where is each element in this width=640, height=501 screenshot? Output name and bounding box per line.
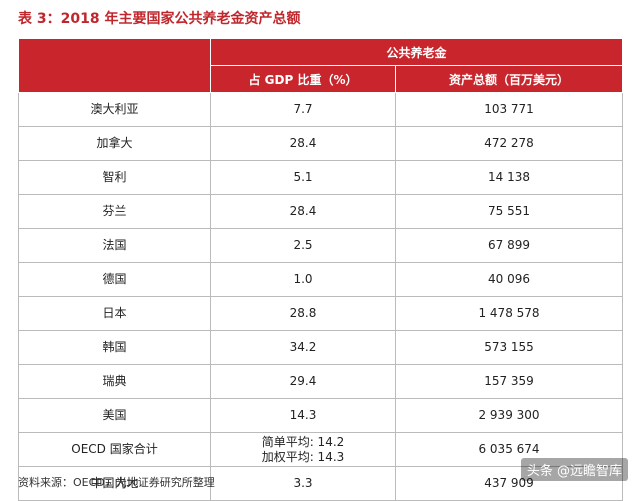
cell: 7.7 xyxy=(210,92,396,127)
cell: 简单平均: 14.2 加权平均: 14.3 xyxy=(210,432,396,467)
cell: 6 035 674 xyxy=(394,432,624,467)
cell: 韩国 xyxy=(18,330,211,365)
cell: 2.5 xyxy=(210,228,396,263)
cell: 14.3 xyxy=(210,398,396,433)
cell: 智利 xyxy=(18,160,211,195)
group-header: 公共养老金 xyxy=(209,38,624,66)
cell: 5.1 xyxy=(210,160,396,195)
corner xyxy=(18,38,211,93)
cell: 1 478 578 xyxy=(394,296,624,331)
row: 加拿大 28.4 472 278 xyxy=(18,126,624,161)
cell: 德国 xyxy=(18,262,211,297)
cell-line: 加权平均: 14.3 xyxy=(261,449,345,464)
row: 美国 14.3 2 939 300 xyxy=(18,398,624,433)
cell: 加拿大 xyxy=(18,126,211,161)
cell: 2 939 300 xyxy=(394,398,624,433)
cell-line: 简单平均: 14.2 xyxy=(261,434,345,449)
cell: 40 096 xyxy=(394,262,624,297)
cell: 瑞典 xyxy=(18,364,211,399)
cell: OECD 国家合计 xyxy=(18,432,211,467)
cell: 28.8 xyxy=(210,296,396,331)
row: 澳大利亚 7.7 103 771 xyxy=(18,92,624,127)
cell: 103 771 xyxy=(394,92,624,127)
source: 资料来源：OECD，光大证券研究所整理 xyxy=(18,476,215,489)
cell: 28.4 xyxy=(210,126,396,161)
cell: 1.0 xyxy=(210,262,396,297)
row: 智利 5.1 14 138 xyxy=(18,160,624,195)
cell: 28.4 xyxy=(210,194,396,229)
row: 芬兰 28.4 75 551 xyxy=(18,194,624,229)
cell: 澳大利亚 xyxy=(18,92,211,127)
table: 公共养老金 占 GDP 比重（%） 资产总额（百万美元） 澳大利亚 7.7 103 7… xyxy=(18,38,624,501)
title: 表 3：2018 年主要国家公共养老金资产总额 xyxy=(18,11,301,27)
cell: 日本 xyxy=(18,296,211,331)
row: 德国 1.0 40 096 xyxy=(18,262,624,297)
cell: 157 359 xyxy=(394,364,624,399)
cell: 14 138 xyxy=(394,160,624,195)
cell: 75 551 xyxy=(394,194,624,229)
cell: 3.3 xyxy=(210,466,396,501)
row: 韩国 34.2 573 155 xyxy=(18,330,624,365)
cell: 472 278 xyxy=(394,126,624,161)
cell: 34.2 xyxy=(210,330,396,365)
row: OECD 国家合计 简单平均: 14.2 加权平均: 14.3 6 035 674 xyxy=(18,432,624,467)
row: 日本 28.8 1 478 578 xyxy=(18,296,624,331)
column-header: 资产总额（百万美元） xyxy=(394,65,624,93)
cell: 美国 xyxy=(18,398,211,433)
cell: 芬兰 xyxy=(18,194,211,229)
cell: 67 899 xyxy=(394,228,624,263)
cell: 29.4 xyxy=(210,364,396,399)
cell: 法国 xyxy=(18,228,211,263)
column-header: 占 GDP 比重（%） xyxy=(210,65,396,93)
cell: 573 155 xyxy=(394,330,624,365)
row: 法国 2.5 67 899 xyxy=(18,228,624,263)
watermark: 头条 @远瞻智库 xyxy=(520,458,628,481)
row: 瑞典 29.4 157 359 xyxy=(18,364,624,399)
